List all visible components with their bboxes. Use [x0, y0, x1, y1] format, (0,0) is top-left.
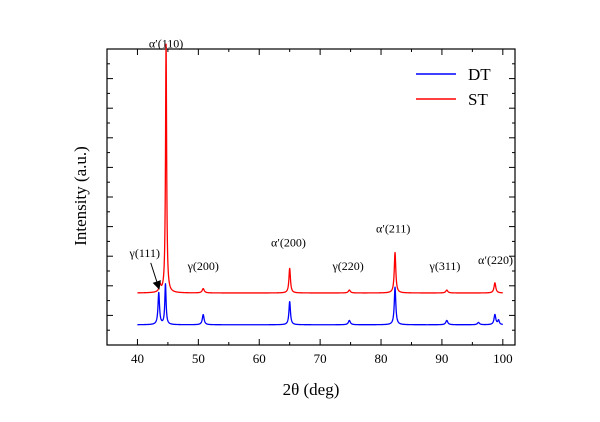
peak-label-0: α′(110)	[149, 36, 183, 50]
x-tick-label: 60	[253, 351, 266, 366]
x-tick-label: 70	[314, 351, 327, 366]
x-tick-label: 50	[192, 351, 205, 366]
series-layer	[136, 43, 504, 326]
peak-label-1: γ(111)	[129, 246, 160, 260]
x-tick-label: 40	[131, 351, 144, 366]
peak-annotations: α′(110) γ(111) γ(200) α′(200) γ(220) α′(211) γ…	[129, 36, 513, 273]
x-tick-label: 90	[435, 351, 448, 366]
peak-label-7: α′(220)	[478, 253, 513, 267]
peak-label-3: α′(200)	[271, 236, 306, 250]
x-axis-title: 2θ (deg)	[283, 380, 340, 399]
peak-label-5: α′(211)	[376, 221, 410, 235]
x-tick-label: 100	[493, 351, 513, 366]
series-line-st	[136, 43, 504, 294]
peak-label-2: γ(200)	[187, 259, 219, 273]
gamma-111-arrow	[150, 262, 161, 290]
legend: DT ST	[416, 65, 491, 109]
series-line-dt	[136, 283, 504, 326]
peak-label-6: γ(311)	[429, 259, 461, 273]
y-axis-ticks	[107, 63, 515, 331]
plot-frame	[106, 48, 516, 346]
y-axis-title: Intensity (a.u.)	[71, 146, 90, 246]
peak-label-4: γ(220)	[331, 259, 363, 273]
legend-label-st: ST	[468, 90, 488, 109]
x-axis-ticks: 40 50 60 70 80 90 100	[106, 49, 513, 366]
legend-label-dt: DT	[468, 65, 491, 84]
plot-border	[106, 48, 516, 346]
x-tick-label: 80	[375, 351, 388, 366]
